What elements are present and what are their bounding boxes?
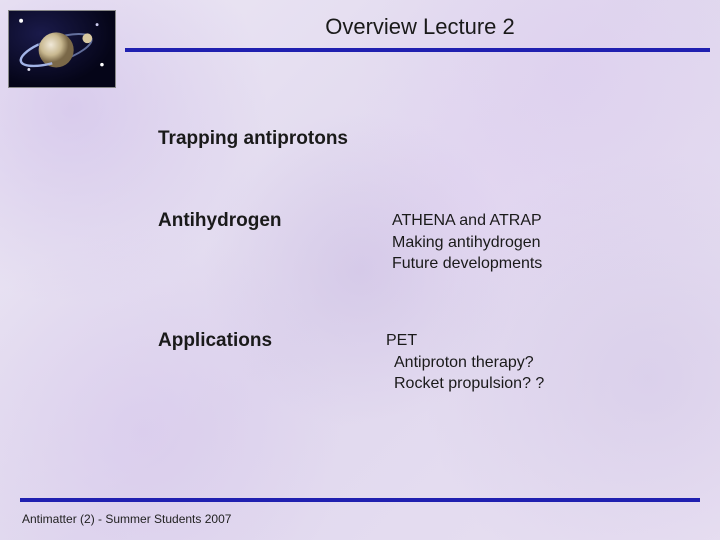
section-heading-applications: Applications [158, 330, 272, 352]
logo-image [8, 10, 116, 88]
footer-text: Antimatter (2) - Summer Students 2007 [22, 512, 231, 526]
list-item: PET [386, 330, 544, 352]
section-heading-antihydrogen: Antihydrogen [158, 210, 282, 232]
slide-title: Overview Lecture 2 [170, 14, 670, 40]
section-heading-trapping: Trapping antiprotons [158, 128, 348, 150]
section-items-applications: PET Antiproton therapy? Rocket propulsio… [386, 330, 544, 395]
list-item: Making antihydrogen [392, 232, 542, 254]
title-rule [125, 48, 710, 52]
list-item: Antiproton therapy? [386, 352, 544, 374]
list-item: Future developments [392, 253, 542, 275]
section-items-antihydrogen: ATHENA and ATRAP Making antihydrogen Fut… [392, 210, 542, 275]
footer-rule [20, 498, 700, 502]
list-item: ATHENA and ATRAP [392, 210, 542, 232]
list-item: Rocket propulsion? ? [386, 373, 544, 395]
